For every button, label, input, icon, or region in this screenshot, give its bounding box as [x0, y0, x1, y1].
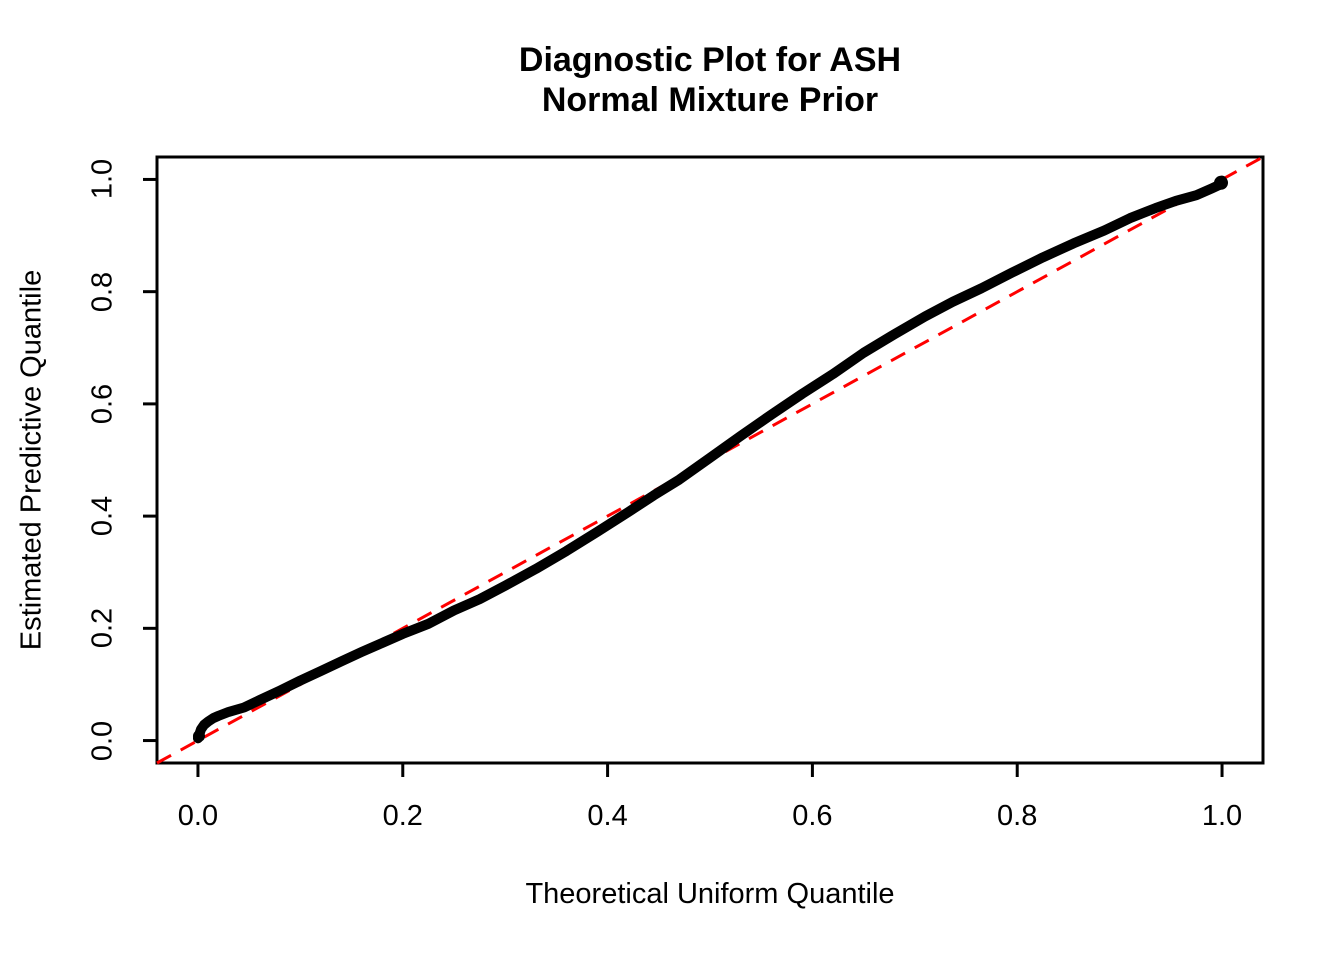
- plot-box: [155, 155, 1265, 765]
- y-tick-label: 0.4: [86, 495, 119, 537]
- qq-curve-end-dot: [192, 730, 205, 743]
- y-tick-label: 1.0: [86, 159, 119, 200]
- x-tick-label: 0.0: [177, 800, 219, 832]
- y-tick-label: 0.2: [86, 608, 119, 649]
- y-tick-label: 0.8: [86, 271, 119, 312]
- x-tick-label: 0.8: [997, 800, 1038, 832]
- chart-title-line-2: Normal Mixture Prior: [541, 81, 879, 119]
- x-tick-label: 0.4: [587, 800, 628, 832]
- x-tick-label: 0.2: [382, 800, 423, 832]
- x-tick-label: 0.6: [792, 800, 833, 832]
- qq-curve-end-dot: [1214, 175, 1229, 190]
- x-tick-label: 1.0: [1201, 800, 1243, 832]
- chart-title-line-1: Diagnostic Plot for ASH: [518, 41, 902, 79]
- x-axis-title: Theoretical Uniform Quantile: [525, 878, 895, 910]
- qq-curve: [193, 175, 1227, 744]
- y-tick-label: 0.6: [86, 383, 119, 425]
- chart-title: Diagnostic Plot for ASH Normal Mixture P…: [157, 40, 1263, 120]
- y-tick-label: 0.0: [86, 720, 119, 761]
- y-axis-title: Estimated Predictive Quantile: [15, 269, 48, 651]
